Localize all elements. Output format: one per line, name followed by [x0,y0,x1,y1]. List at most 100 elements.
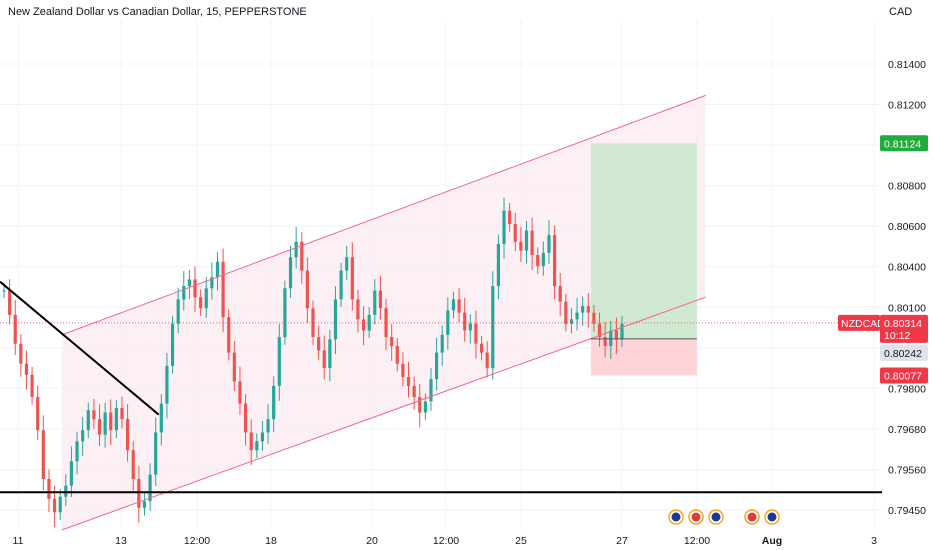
candle-body [558,286,562,302]
x-tick-label: Aug [762,535,782,547]
candle-body [412,385,416,397]
stop-loss-tag-bg [880,367,928,384]
candle-body [126,419,130,451]
candle-body [41,430,45,479]
candle-body [170,323,175,366]
candle-body [255,441,259,451]
last-price-tag-bg [880,314,928,343]
candle-body [193,279,197,298]
candle-body [81,430,85,442]
candle-body [294,241,298,258]
candle-body [328,339,332,369]
time-axis[interactable]: 11 13 12:00 18 20 12:00 25 27 12:00 Aug 3 [13,535,878,547]
y-tick-label: 0.80800 [888,181,926,193]
candle-body [614,330,618,340]
candle-body [109,412,113,431]
candle-body [406,377,411,386]
candle-body [423,401,427,413]
candle-body [69,461,74,486]
channel-lower-line [61,296,706,531]
candle-body [609,330,613,346]
y-tick-label: 0.81200 [888,100,926,112]
candle-body [339,270,343,300]
x-tick-label: 25 [515,535,527,547]
candle-body [300,241,304,271]
candle-body [603,337,607,346]
candle-body [390,337,394,346]
candle-body [569,319,574,324]
stop-loss-tag: 0.80077 [884,370,922,382]
candle-body [92,410,96,420]
candle-body [457,299,461,313]
candle-body [395,345,399,364]
y-tick-label: 0.79450 [888,505,926,517]
candle-body [103,412,107,435]
take-profit-tag-bg [880,135,928,152]
candle-body [64,485,68,497]
y-tick-label: 0.81400 [888,59,926,71]
y-tick-label: 0.80100 [888,302,926,314]
candle-body [249,432,253,451]
candle-body [75,441,79,462]
y-tick-label: 0.79560 [888,464,926,476]
candle-body [440,334,444,353]
candle-body [513,224,517,242]
currency-label: CAD [889,6,913,18]
candle-body [86,410,90,431]
candle-body [541,252,545,267]
candle-body [552,235,557,287]
candle-body [159,403,163,433]
candle-body [350,257,354,300]
x-tick-label: 12:00 [433,535,459,547]
candle-body [137,479,141,508]
candle-body [272,385,276,420]
candle-body [30,374,34,397]
candle-body [277,337,281,386]
y-tick-label: 0.80400 [888,262,926,274]
candle-body [401,363,405,377]
candle-body [384,308,388,338]
candle-body [429,379,433,402]
candle-body [221,261,225,318]
event-flags[interactable] [668,509,780,525]
annotations [61,95,706,531]
candle-body [373,290,377,315]
candle-body [8,290,12,315]
stop-loss-zone [590,338,697,376]
candle-body [120,408,124,420]
candle-body [496,243,500,287]
candle-body [592,312,596,324]
candle-body [530,230,534,256]
flag-icon [767,512,777,522]
candle-body [165,365,169,404]
channel-fill [61,95,706,531]
candle-body [2,290,6,292]
candle-body [491,286,495,369]
candle-body [333,299,338,340]
candle-body [238,381,242,404]
price-axis[interactable]: 0.814000.812000.810000.808000.806000.804… [888,59,926,517]
x-tick-label: 20 [366,535,378,547]
candle-body [260,432,265,442]
candle-body [283,288,287,338]
candles [2,197,624,528]
candle-body [215,261,220,278]
chart-title: New Zealand Dollar vs Canadian Dollar, 1… [8,6,307,18]
symbol-tag-bg [838,314,880,331]
drawings[interactable] [0,94,882,531]
candle-body [13,314,17,344]
candle-body [204,288,208,309]
x-tick-label: 27 [616,535,628,547]
symbol-tag: NZDCAD [841,318,885,330]
descending-trendline [0,280,160,416]
candle-body [114,408,118,431]
candle-body [288,257,293,289]
candle-body [356,299,360,320]
candle-body [154,432,158,475]
flag-icon [671,512,681,522]
channel-upper-line [61,94,706,336]
candle-body [575,312,579,320]
countdown-tag: 10:12 [884,330,910,342]
candle-body [479,343,484,353]
